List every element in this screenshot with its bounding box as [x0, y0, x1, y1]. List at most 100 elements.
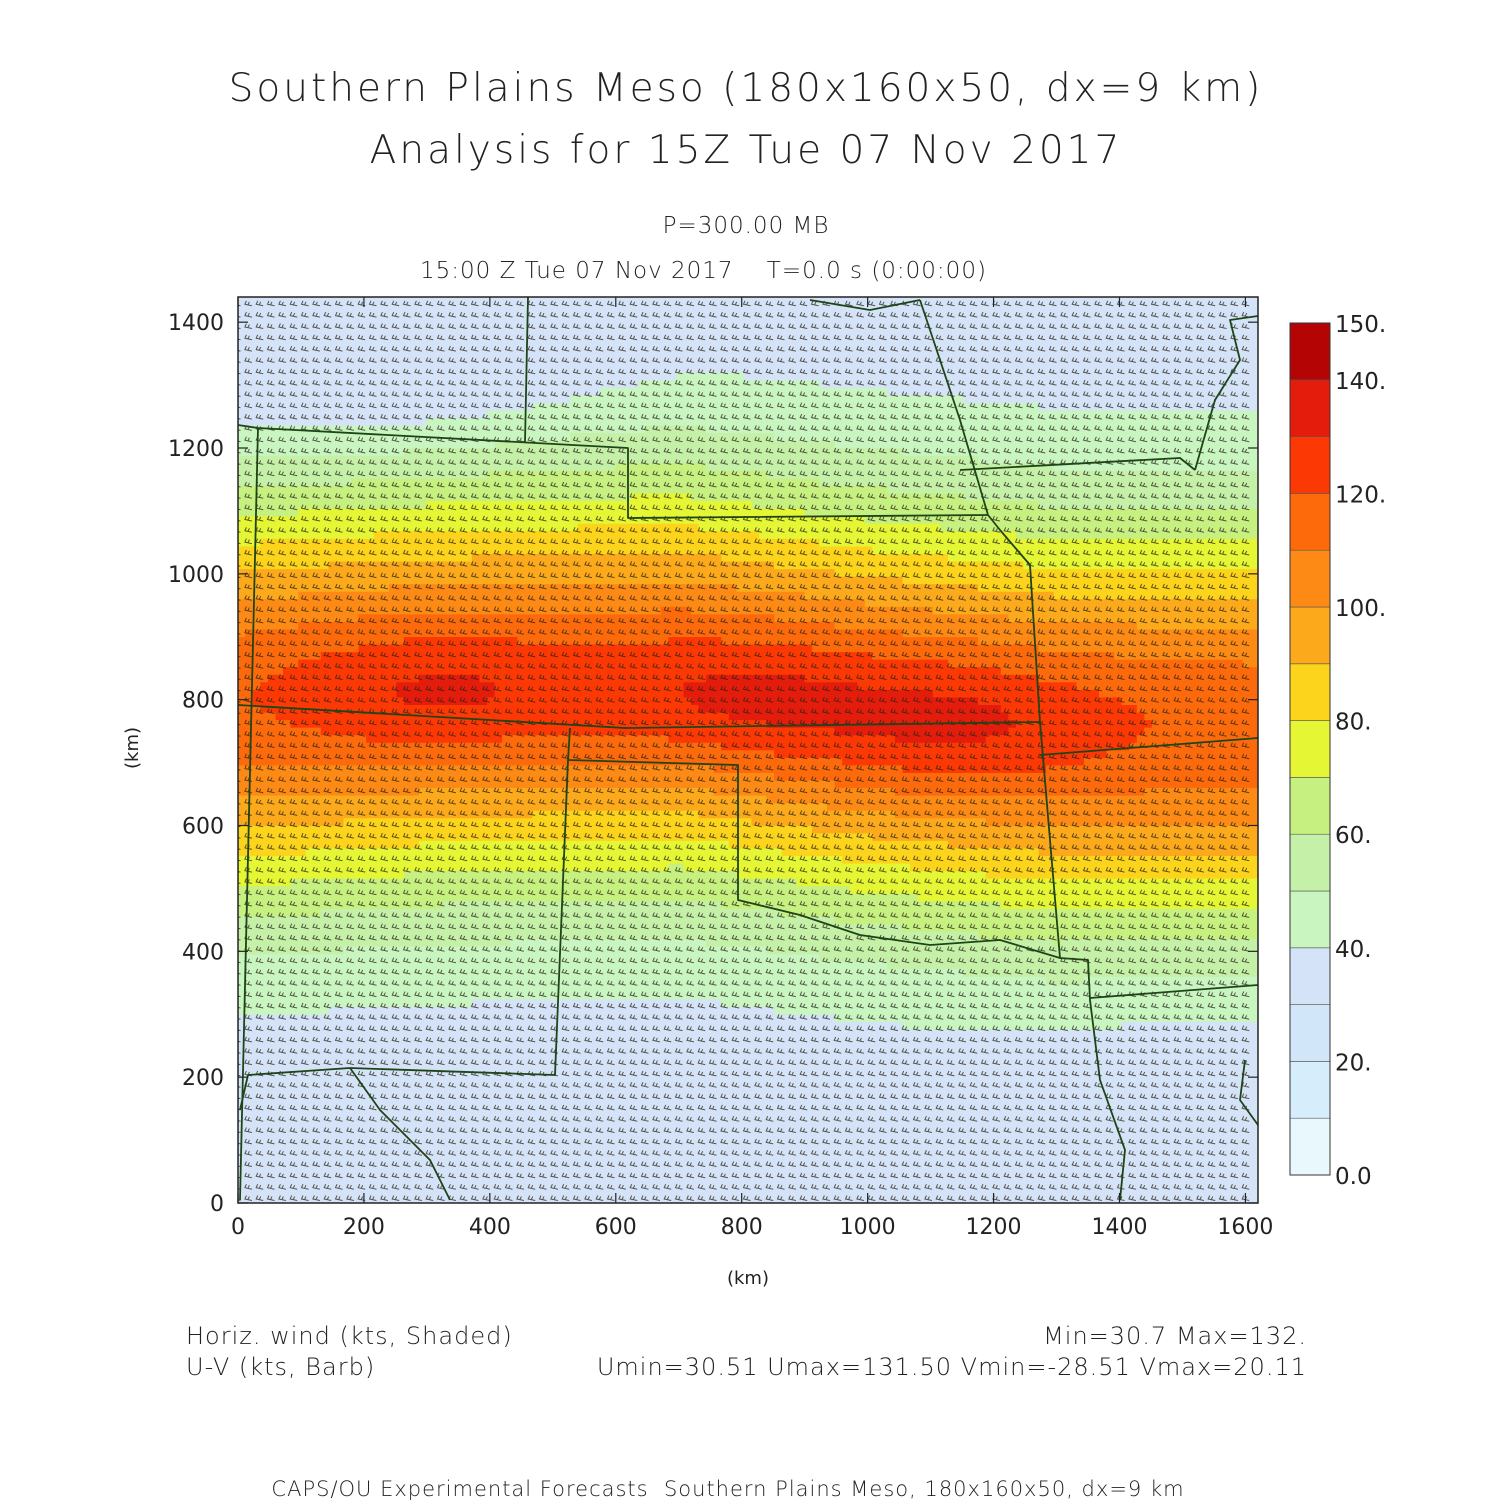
field-cell	[298, 930, 307, 940]
field-cell	[509, 795, 518, 804]
field-cell	[283, 1164, 292, 1174]
field-cell	[245, 840, 254, 849]
field-cell	[252, 749, 261, 758]
field-cell	[305, 1180, 314, 1189]
field-cell	[335, 704, 345, 713]
field-cell	[335, 764, 345, 773]
field-cell	[441, 930, 450, 940]
field-cell	[358, 455, 367, 464]
field-cell	[343, 915, 352, 924]
field-cell	[313, 1104, 322, 1113]
field-cell	[313, 515, 322, 524]
field-cell	[298, 598, 307, 607]
field-cell	[381, 1157, 390, 1166]
field-cell	[343, 417, 352, 426]
field-cell	[245, 1119, 254, 1128]
field-cell	[419, 364, 428, 373]
field-cell	[267, 885, 277, 894]
field-cell	[238, 470, 246, 479]
field-cell	[320, 1180, 329, 1189]
field-cell	[238, 425, 246, 434]
field-cell	[238, 1195, 246, 1203]
field-cell	[313, 976, 322, 985]
field-cell	[305, 1195, 314, 1203]
field-cell	[403, 862, 413, 872]
field-cell	[290, 908, 299, 917]
field-cell	[419, 591, 428, 600]
field-cell	[320, 938, 329, 947]
field-cell	[290, 357, 299, 366]
field-cell	[260, 432, 269, 441]
field-cell	[313, 538, 322, 547]
field-cell	[267, 493, 277, 502]
field-cell	[441, 409, 450, 419]
field-cell	[351, 508, 360, 517]
field-cell	[313, 983, 322, 992]
field-cell	[275, 523, 284, 532]
field-cell	[358, 696, 367, 705]
field-cell	[313, 847, 322, 856]
field-cell	[358, 500, 367, 509]
field-cell	[358, 560, 367, 570]
field-cell	[449, 659, 458, 668]
field-cell	[298, 915, 307, 924]
field-cell	[238, 417, 246, 426]
field-cell	[260, 908, 269, 917]
field-cell	[335, 387, 345, 396]
field-cell	[509, 613, 518, 622]
field-cell	[358, 840, 367, 849]
field-cell	[275, 976, 284, 985]
field-cell	[252, 1180, 261, 1189]
field-cell	[494, 1021, 503, 1030]
field-cell	[290, 334, 299, 343]
field-cell	[313, 719, 322, 728]
field-cell	[320, 711, 329, 721]
field-cell	[351, 425, 360, 434]
field-cell	[290, 1029, 299, 1038]
field-cell	[320, 568, 329, 577]
field-cell	[351, 893, 360, 902]
field-cell	[275, 297, 284, 305]
field-cell	[366, 1187, 375, 1196]
field-cell	[290, 530, 299, 539]
field-cell	[441, 432, 450, 441]
field-cell	[290, 779, 299, 789]
field-cell	[238, 915, 246, 924]
field-cell	[260, 1119, 269, 1128]
field-cell	[343, 297, 352, 305]
field-cell	[351, 998, 360, 1007]
field-cell	[426, 953, 435, 962]
field-cell	[267, 387, 277, 396]
field-cell	[351, 1157, 360, 1166]
field-cell	[260, 485, 269, 494]
field-cell	[260, 696, 269, 705]
field-cell	[260, 621, 269, 630]
field-cell	[358, 297, 367, 305]
field-cell	[305, 696, 314, 705]
field-cell	[305, 357, 314, 366]
field-cell	[238, 938, 246, 947]
field-cell	[441, 319, 450, 328]
field-cell	[328, 1104, 337, 1113]
field-cell	[298, 825, 307, 834]
field-cell	[471, 613, 481, 622]
field-cell	[335, 560, 345, 570]
field-cell	[260, 893, 269, 902]
field-cell	[305, 1187, 314, 1196]
field-cell	[283, 749, 292, 758]
field-cell	[305, 553, 314, 562]
field-cell	[517, 953, 526, 962]
field-cell	[426, 342, 435, 351]
field-cell	[238, 387, 246, 396]
field-cell	[245, 1180, 254, 1189]
field-cell	[313, 372, 322, 381]
field-cell	[335, 613, 345, 622]
field-cell	[245, 1149, 254, 1158]
field-cell	[441, 1044, 450, 1053]
field-cell	[335, 1029, 345, 1038]
field-cell	[351, 515, 360, 524]
field-cell	[245, 462, 254, 471]
field-cell	[343, 1187, 352, 1196]
field-cell	[275, 1187, 284, 1196]
field-cell	[305, 1119, 314, 1128]
